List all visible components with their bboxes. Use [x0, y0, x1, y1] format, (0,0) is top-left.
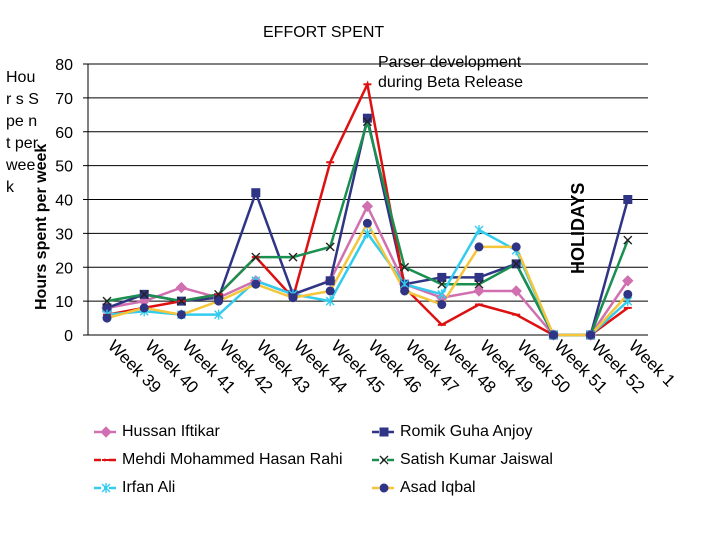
legend-label: Mehdi Mohammed Hasan Rahi [122, 451, 343, 468]
data-point [437, 300, 447, 310]
data-point [251, 188, 261, 198]
annotation: Parser development during Beta Release [378, 53, 523, 93]
data-point [623, 235, 633, 245]
y-tick-label: 0 [64, 328, 73, 345]
data-point [139, 303, 149, 313]
series-markers [101, 83, 634, 341]
y-tick-label: 10 [55, 294, 73, 311]
legend-swatch [94, 483, 118, 493]
data-point [474, 279, 484, 289]
data-point [473, 285, 485, 297]
legend-swatch [94, 426, 118, 438]
data-point [288, 252, 298, 262]
data-point [400, 262, 410, 272]
data-point [379, 427, 389, 437]
data-point [102, 296, 112, 306]
data-point [586, 330, 596, 340]
legend-label: Irfan Ali [122, 479, 176, 496]
holidays-label: HOLIDAYS [568, 182, 588, 274]
data-point [214, 296, 224, 306]
data-point [251, 279, 261, 289]
data-point [362, 218, 372, 228]
data-point [437, 279, 447, 289]
y-tick-labels: 0 10 20 30 40 50 60 70 80 [55, 57, 73, 345]
gridlines [88, 63, 648, 302]
series-line [106, 228, 629, 337]
annotation-line-1: Parser development [378, 54, 522, 71]
y-tick-label: 30 [55, 226, 73, 243]
annotation-line-2: during Beta Release [378, 74, 523, 91]
data-point [325, 242, 335, 252]
data-point [325, 276, 335, 286]
data-point [176, 310, 186, 320]
data-point [325, 296, 335, 307]
legend-swatch [372, 427, 396, 437]
data-point [511, 259, 521, 269]
data-point [214, 309, 224, 320]
data-point [288, 293, 298, 303]
y-axis-label: Hours spent per week [33, 143, 50, 310]
data-point [361, 200, 374, 212]
y-tick-label: 40 [55, 193, 73, 210]
legend-label: Romik Guha Anjoy [400, 423, 533, 440]
y-tick-label: 20 [55, 260, 73, 277]
y-tick-label: 70 [55, 91, 73, 108]
data-point [623, 195, 633, 204]
data-point [623, 289, 633, 299]
legend-swatch [372, 483, 396, 493]
data-point [437, 272, 447, 282]
data-point [511, 242, 521, 252]
legend-label: Hussan Iftikar [122, 423, 220, 440]
data-point [175, 281, 188, 294]
data-point [379, 455, 389, 465]
data-point [474, 272, 484, 282]
y-tick-label: 80 [55, 57, 73, 74]
data-point [474, 224, 484, 235]
data-point [362, 117, 372, 127]
y-tick-label: 50 [55, 159, 73, 176]
data-point [102, 313, 112, 323]
data-point [251, 252, 261, 262]
legend-label: Satish Kumar Jaiswal [400, 451, 553, 468]
data-point [176, 296, 186, 306]
data-point [214, 289, 224, 299]
data-point [325, 286, 335, 296]
data-point [400, 286, 410, 296]
data-point [139, 289, 149, 299]
chart-title: EFFORT SPENT [263, 24, 385, 41]
data-point [622, 275, 634, 287]
data-point [100, 426, 112, 438]
legend-swatch [372, 455, 396, 465]
data-point [379, 483, 389, 493]
data-point [510, 285, 522, 297]
legend-label: Asad Iqbal [400, 479, 476, 496]
y-axis-label-overlay: Hour s Spe nt per wee k [6, 69, 39, 196]
data-point [101, 483, 111, 493]
legend-swatch [94, 458, 118, 462]
data-point [437, 289, 447, 300]
data-point [548, 330, 558, 340]
data-point [474, 242, 484, 252]
data-point [362, 228, 372, 239]
y-tick-label: 60 [55, 125, 73, 142]
